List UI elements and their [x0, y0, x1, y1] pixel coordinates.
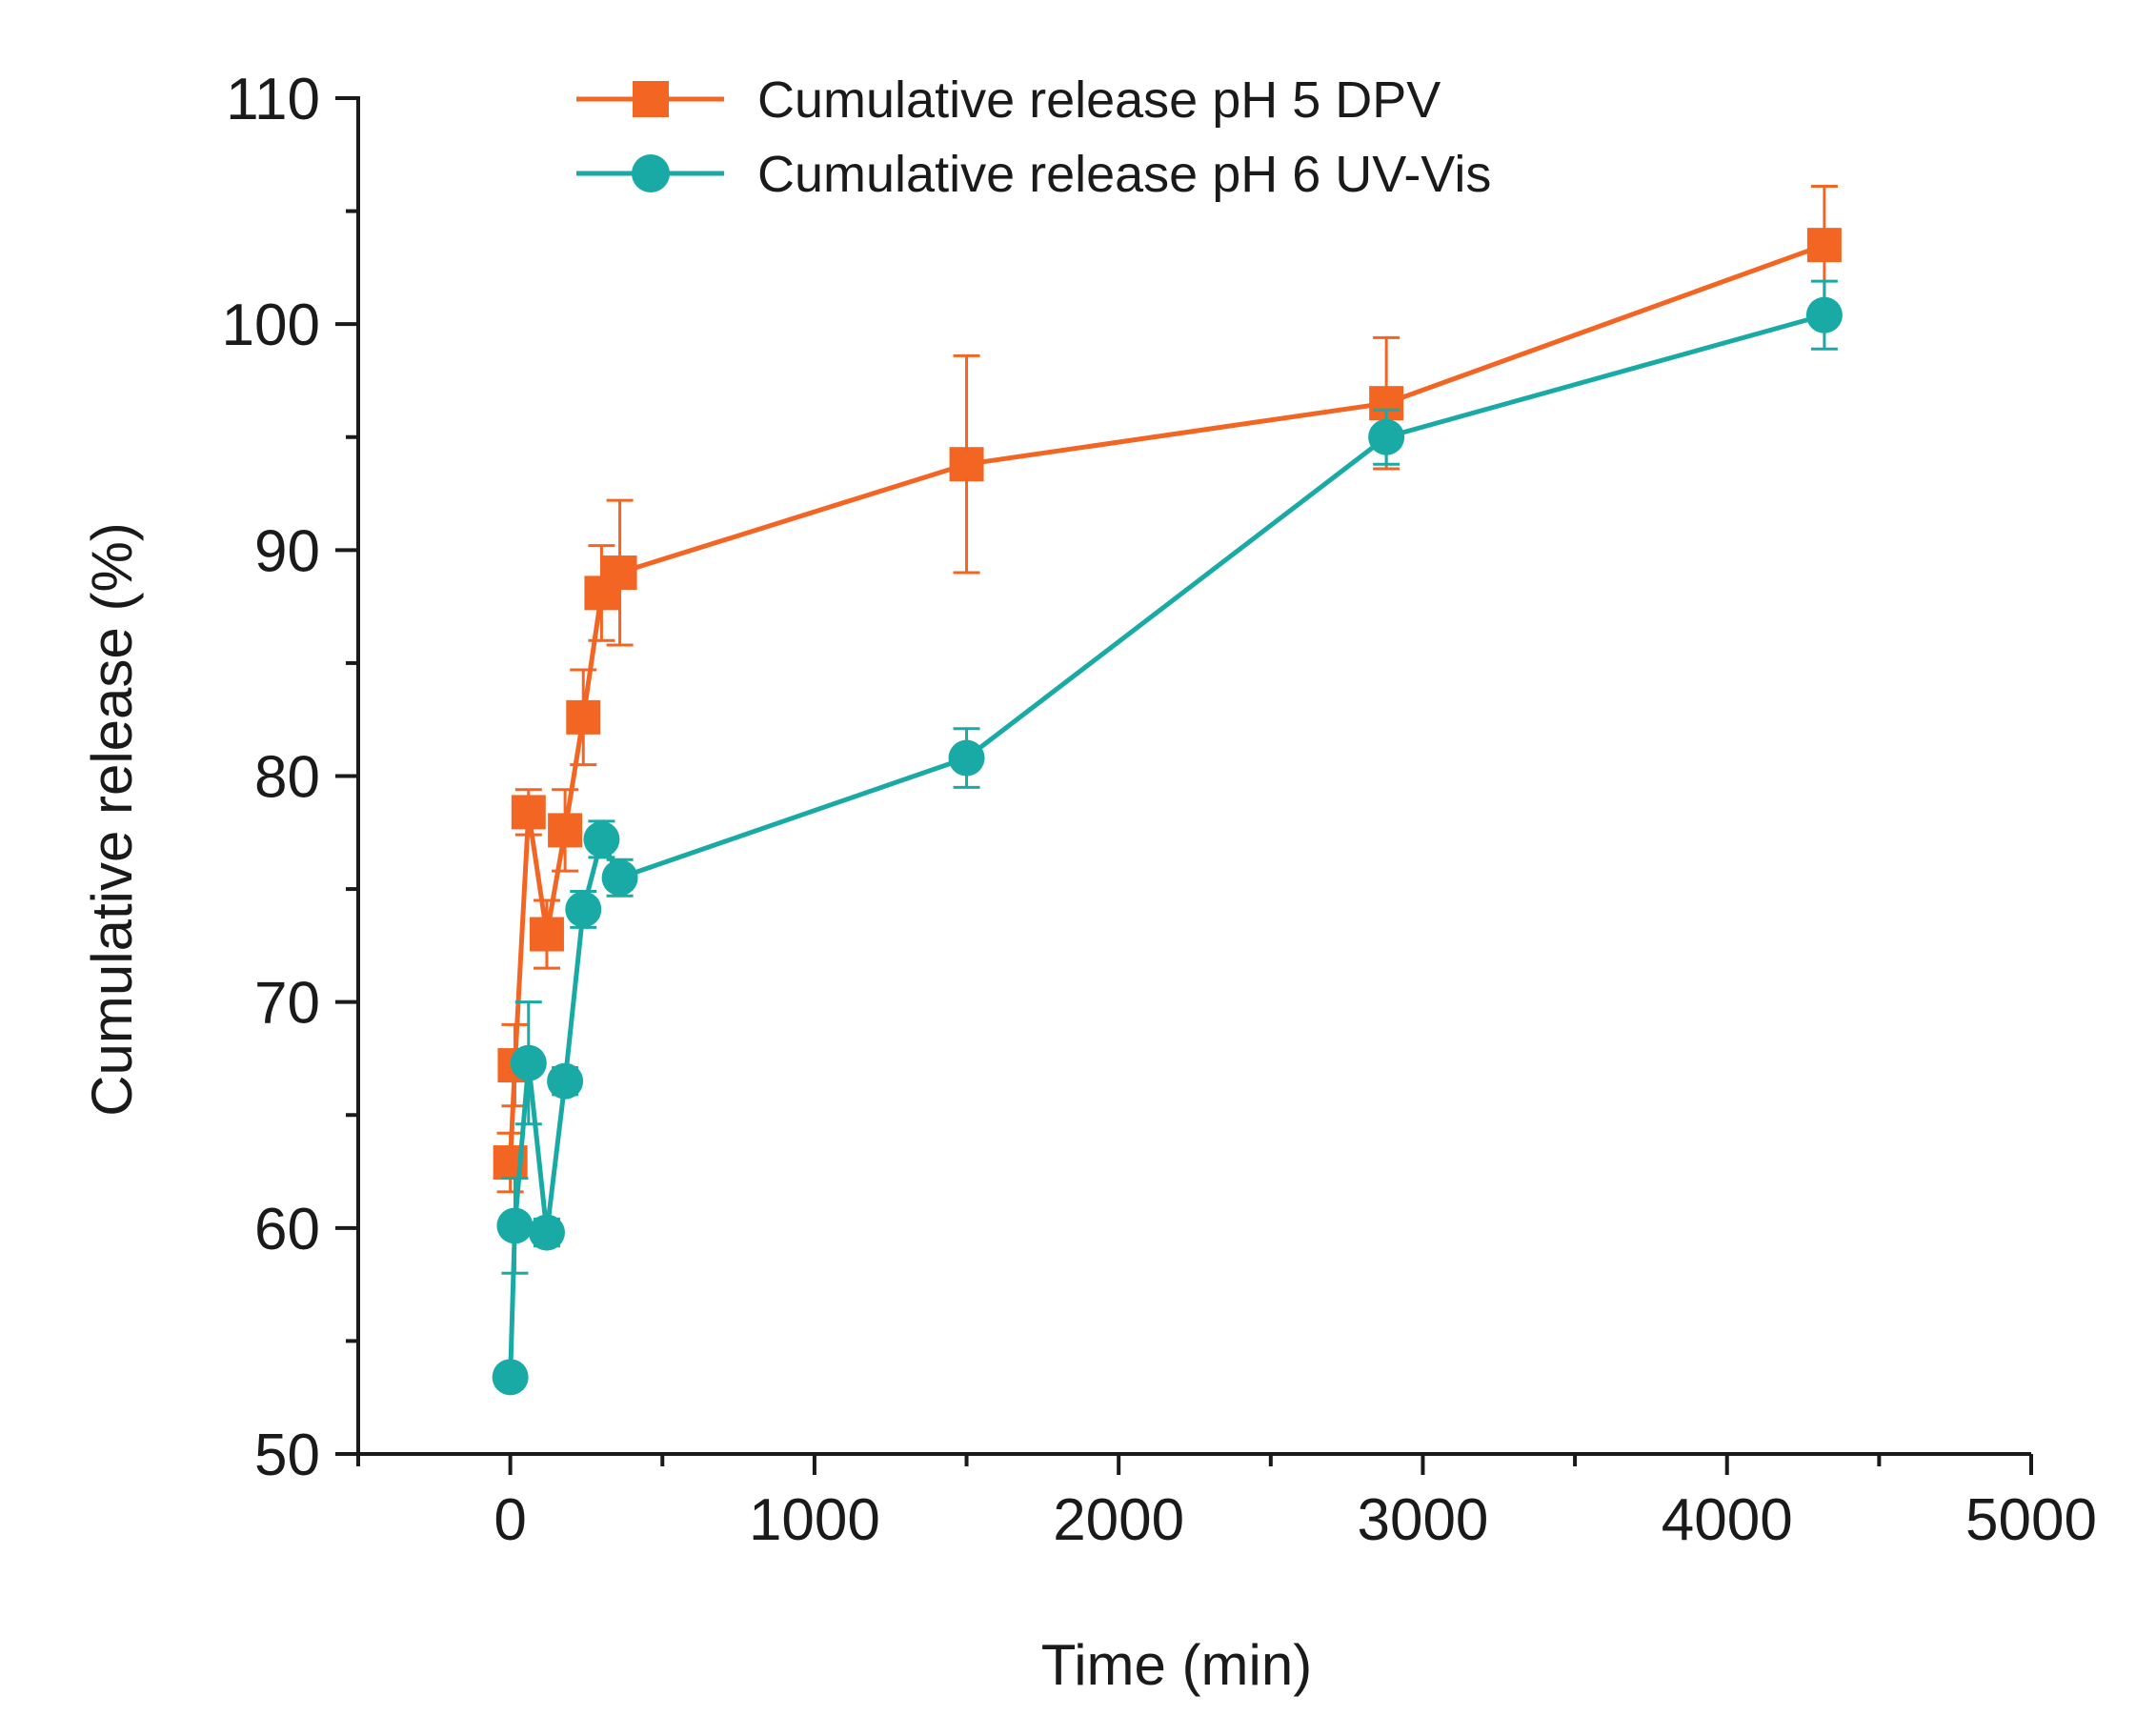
data-point: [492, 1359, 529, 1396]
y-tick-label: 110: [226, 67, 320, 132]
x-tick-label: 0: [494, 1487, 526, 1553]
x-tick-label: 3000: [1357, 1487, 1488, 1553]
data-point: [948, 739, 985, 777]
series-2: [492, 279, 1843, 1396]
legend-entry-2: Cumulative release pH 6 UV-Vis: [576, 146, 1491, 203]
x-tick-label: 4000: [1662, 1487, 1793, 1553]
data-point: [1806, 228, 1842, 263]
data-point: [602, 555, 637, 591]
axes: [356, 96, 2031, 1456]
x-tick-label: 2000: [1053, 1487, 1184, 1553]
y-tick-label: 50: [254, 1423, 320, 1488]
y-tick-label: 80: [254, 745, 320, 811]
legend-marker: [633, 81, 669, 117]
legend-label: Cumulative release pH 6 UV-Vis: [757, 146, 1491, 203]
data-point: [496, 1207, 534, 1244]
x-tick-label: 5000: [1965, 1487, 2097, 1553]
data-point: [511, 795, 546, 830]
y-tick-label: 70: [254, 971, 320, 1037]
data-point: [566, 699, 601, 735]
legend: Cumulative release pH 5 DPV Cumulative re…: [576, 71, 1491, 203]
y-axis-title: Cumulative release (%): [80, 522, 144, 1117]
series-line: [508, 242, 1825, 1163]
x-tick-label: 1000: [749, 1487, 880, 1553]
data-point: [510, 1044, 547, 1081]
ticks: 50 60 70 80 90 100 110 0 1000 2000 3000 4000 5000: [222, 67, 2097, 1553]
series-line: [508, 313, 1825, 1378]
data-point: [565, 891, 602, 928]
data-point: [547, 1062, 584, 1100]
series-layer: [492, 184, 1843, 1396]
data-point: [548, 813, 583, 848]
data-point: [1368, 418, 1405, 455]
data-point: [601, 859, 638, 897]
y-tick-label: 60: [254, 1197, 320, 1262]
x-axis-title: Time (min): [1041, 1633, 1312, 1697]
data-point: [529, 917, 564, 952]
legend-label: Cumulative release pH 5 DPV: [757, 71, 1441, 129]
series-1: [493, 184, 1842, 1194]
data-point: [528, 1214, 565, 1251]
data-point: [1805, 296, 1843, 333]
data-point: [583, 820, 620, 858]
y-tick-label: 90: [254, 518, 320, 584]
legend-entry-1: Cumulative release pH 5 DPV: [576, 71, 1441, 129]
y-tick-label: 100: [222, 293, 320, 358]
data-point: [949, 447, 984, 482]
legend-marker: [632, 154, 670, 192]
